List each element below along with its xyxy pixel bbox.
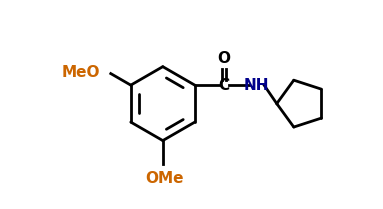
Text: NH: NH bbox=[244, 78, 269, 93]
Text: OMe: OMe bbox=[145, 171, 183, 186]
Text: O: O bbox=[218, 51, 231, 66]
Text: MeO: MeO bbox=[62, 65, 100, 80]
Text: C: C bbox=[218, 78, 230, 93]
